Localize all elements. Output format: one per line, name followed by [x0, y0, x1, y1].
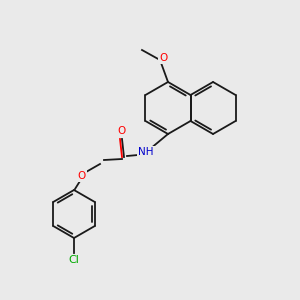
Text: O: O	[159, 53, 167, 63]
Text: O: O	[78, 171, 86, 181]
Text: O: O	[117, 126, 125, 136]
Text: NH: NH	[138, 147, 154, 157]
Text: Cl: Cl	[69, 255, 80, 265]
